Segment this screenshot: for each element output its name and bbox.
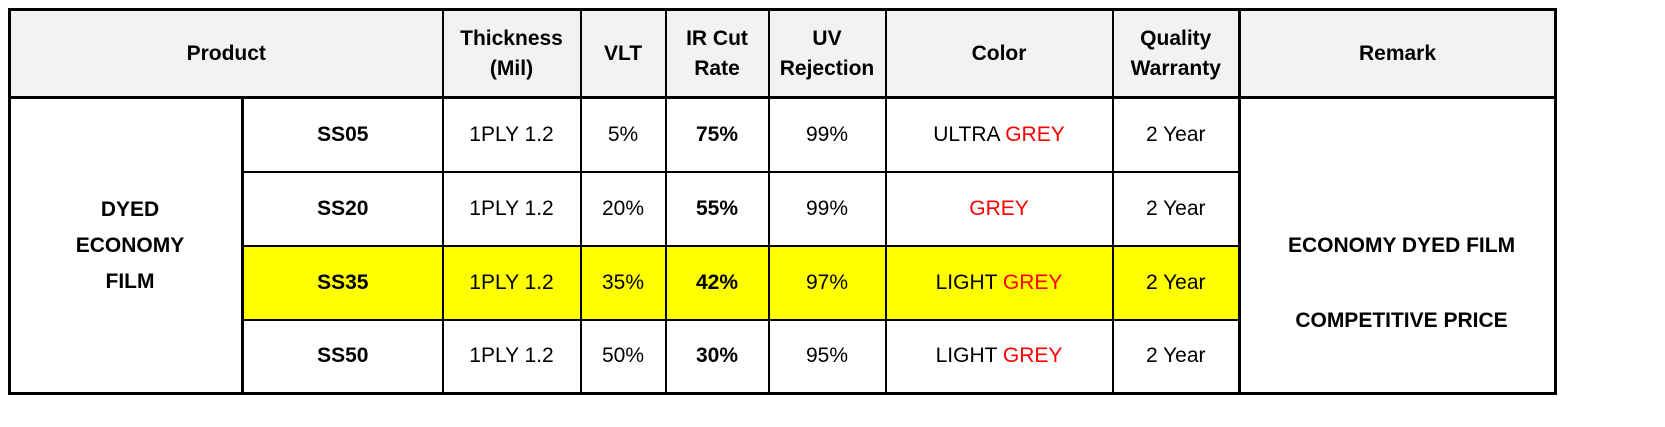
color-cell: LIGHT GREY	[884, 244, 1114, 321]
remark-line2: COMPETITIVE PRICE	[1295, 309, 1508, 332]
ir-cut-cell: 30%	[664, 318, 770, 395]
header-color: Color	[884, 8, 1114, 99]
color-prefix: LIGHT	[935, 344, 1003, 368]
warranty-cell: 2 Year	[1111, 170, 1241, 247]
vlt-cell: 50%	[579, 318, 667, 395]
header-warranty-line2: Warranty	[1130, 56, 1221, 80]
header-warranty-line1: Quality	[1140, 26, 1212, 50]
header-product: Product	[8, 8, 444, 99]
ir-cut-cell: 55%	[664, 170, 770, 247]
header-thickness-line2: (Mil)	[489, 56, 534, 80]
table-row: SS20 1PLY 1.2 20% 55% 99% GREY 2 Year	[10, 170, 1556, 247]
table-row: DYED ECONOMY FILM SS05 1PLY 1.2 5% 75% 9…	[8, 96, 1557, 395]
header-uv-rejection: UV Rejection	[767, 8, 887, 99]
vlt-cell: 35%	[579, 244, 667, 321]
warranty-cell: 2 Year	[1111, 318, 1241, 395]
thickness-cell: 1PLY 1.2	[441, 318, 582, 395]
model-cell: SS35	[241, 244, 444, 321]
thickness-cell: 1PLY 1.2	[441, 170, 582, 247]
series-label-line2: ECONOMY	[75, 233, 185, 257]
uv-rejection-cell: 99%	[767, 170, 887, 247]
series-label: DYED ECONOMY FILM	[8, 96, 244, 395]
product-spec-table: Product Thickness (Mil) VLT IR Cut Rate …	[8, 8, 1557, 395]
header-thickness-line1: Thickness	[460, 26, 563, 50]
series-label-line1: DYED	[100, 197, 160, 221]
header-row: Product Thickness (Mil) VLT IR Cut Rate …	[8, 8, 1557, 99]
vlt-cell: 20%	[579, 170, 667, 247]
model-cell: SS20	[241, 170, 444, 247]
color-cell: ULTRA GREY	[884, 96, 1114, 173]
color-main: GREY	[969, 196, 1029, 220]
ir-cut-cell: 42%	[664, 244, 770, 321]
header-ir-line2: Rate	[694, 56, 740, 80]
vlt-cell: 5%	[579, 96, 667, 173]
header-ir-line1: IR Cut	[686, 26, 748, 50]
remark-line1: ECONOMY DYED FILM	[1287, 234, 1516, 257]
warranty-cell: 2 Year	[1111, 244, 1241, 321]
header-quality-warranty: Quality Warranty	[1111, 8, 1241, 99]
color-cell: LIGHT GREY	[884, 318, 1114, 395]
model-cell: SS05	[241, 96, 444, 173]
color-prefix: ULTRA	[933, 122, 1006, 146]
header-remark: Remark	[1238, 8, 1557, 99]
table-row-highlighted: SS35 1PLY 1.2 35% 42% 97% LIGHT GREY 2 Y…	[10, 244, 1556, 321]
uv-rejection-cell: 95%	[767, 318, 887, 395]
color-prefix: LIGHT	[935, 270, 1003, 294]
header-uv-line2: Rejection	[779, 56, 875, 80]
header-vlt: VLT	[579, 8, 667, 99]
color-main: GREY	[1002, 344, 1063, 368]
thickness-cell: 1PLY 1.2	[441, 96, 582, 173]
header-ir-cut-rate: IR Cut Rate	[664, 8, 770, 99]
color-cell: GREY	[884, 170, 1114, 247]
header-thickness: Thickness (Mil)	[441, 8, 582, 99]
remark-cell: ECONOMY DYED FILM COMPETITIVE PRICE	[1238, 96, 1557, 395]
uv-rejection-cell: 97%	[767, 244, 887, 321]
color-main: GREY	[1002, 270, 1063, 294]
model-cell: SS50	[241, 318, 444, 395]
series-label-line3: FILM	[105, 269, 155, 293]
ir-cut-cell: 75%	[664, 96, 770, 173]
uv-rejection-cell: 99%	[767, 96, 887, 173]
thickness-cell: 1PLY 1.2	[441, 244, 582, 321]
header-uv-line1: UV	[812, 26, 842, 50]
color-main: GREY	[1005, 122, 1065, 146]
table-row: SS50 1PLY 1.2 50% 30% 95% LIGHT GREY 2 Y…	[10, 318, 1556, 395]
warranty-cell: 2 Year	[1111, 96, 1241, 173]
